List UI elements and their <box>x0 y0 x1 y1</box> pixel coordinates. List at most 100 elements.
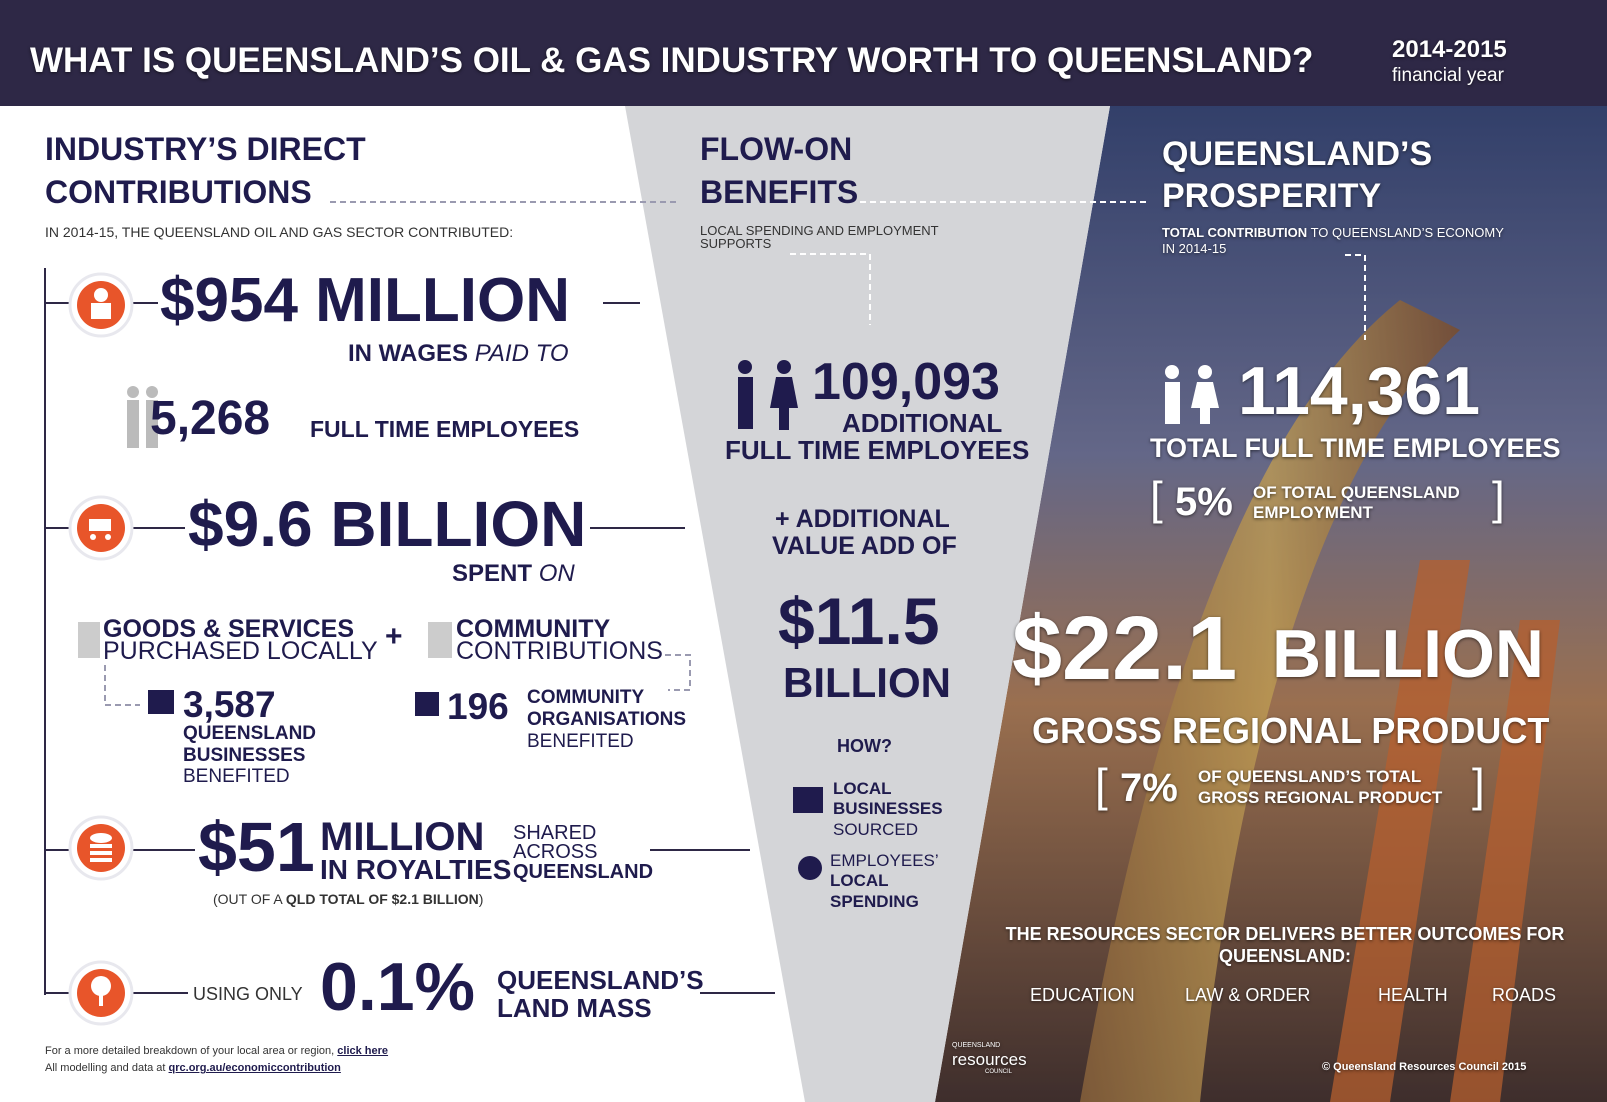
section-heading: INDUSTRY’S DIRECT <box>45 133 366 165</box>
wages-amount: $954 MILLION <box>160 270 570 332</box>
employees-count: 5,268 <box>150 395 270 443</box>
cart-icon <box>70 497 132 559</box>
section-heading: PROSPERITY <box>1162 179 1381 213</box>
orgs-count: 196 <box>447 688 509 725</box>
tree-icon <box>70 962 132 1024</box>
section-intro: IN 2014-15, THE QUEENSLAND OIL AND GAS S… <box>45 225 513 239</box>
section-heading: QUEENSLAND’S <box>1162 137 1432 171</box>
goods-label: PURCHASED LOCALLY <box>103 639 378 664</box>
spending-icon <box>798 856 822 880</box>
connector <box>665 655 690 690</box>
share-label: OF QUEENSLAND’S TOTAL <box>1198 768 1421 785</box>
land-pre: USING ONLY <box>193 985 303 1003</box>
bracket: [ <box>1150 475 1163 521</box>
logo-text: resources <box>952 1051 1027 1068</box>
share-label: EMPLOYMENT <box>1253 504 1373 521</box>
footnote-text: For a more detailed breakdown of your lo… <box>45 1045 334 1057</box>
community-label: CONTRIBUTIONS <box>456 639 663 664</box>
royalties-amount: $51 <box>198 812 315 882</box>
shop-icon <box>148 690 174 714</box>
footnote: All modelling and data at qrc.org.au/eco… <box>45 1063 341 1074</box>
businesses-note: BENEFITED <box>183 767 290 786</box>
share-label: OF TOTAL QUEENSLAND <box>1253 484 1460 501</box>
note-text: ) <box>479 891 484 907</box>
grp-amount: $22.1 <box>1012 604 1237 694</box>
page: WHAT IS QUEENSLAND’S OIL & GAS INDUSTRY … <box>0 0 1607 1102</box>
bracket: [ <box>1095 762 1108 808</box>
outcomes-title: THE RESOURCES SECTOR DELIVERS BETTER OUT… <box>1005 924 1565 967</box>
plus: + <box>385 622 403 652</box>
building-icon <box>415 692 439 716</box>
businesses-count: 3,587 <box>183 686 276 723</box>
source-label: BUSINESSES <box>833 800 943 817</box>
label-bold: IN WAGES <box>348 340 468 367</box>
footnote: For a more detailed breakdown of your lo… <box>45 1046 388 1057</box>
section-heading: CONTRIBUTIONS <box>45 176 312 208</box>
land-value: 0.1% <box>320 953 475 1021</box>
footnote-link[interactable]: qrc.org.au/economiccontribution <box>169 1062 341 1074</box>
community-icon <box>428 622 452 658</box>
title: WHAT IS QUEENSLAND’S OIL & GAS INDUSTRY … <box>30 43 1313 78</box>
source-label: SOURCED <box>833 821 918 838</box>
value-add-label: VALUE ADD OF <box>772 534 957 559</box>
orgs-note: BENEFITED <box>527 732 634 751</box>
employees-label: ADDITIONAL <box>842 410 1002 436</box>
section-intro: TOTAL CONTRIBUTION TO QUEENSLAND’S ECONO… <box>1162 225 1512 256</box>
label-bold: SPENT <box>452 560 532 587</box>
employees-count: 109,093 <box>812 356 1000 408</box>
intro-bold: TOTAL CONTRIBUTION <box>1162 225 1307 240</box>
royalties-note: (OUT OF A QLD TOTAL OF $2.1 BILLION) <box>213 892 483 906</box>
label-italic: ON <box>539 560 575 587</box>
worker-icon <box>70 274 132 336</box>
logo-text: COUNCIL <box>985 1069 1012 1075</box>
royalties-unit: MILLION <box>320 817 484 857</box>
value-add-unit: BILLION <box>783 662 951 704</box>
section-heading: FLOW-ON <box>700 133 852 165</box>
footnote-link[interactable]: click here <box>337 1045 388 1057</box>
logo-text: QUEENSLAND <box>952 1042 1000 1049</box>
employees-label: TOTAL FULL TIME EMPLOYEES <box>1150 435 1561 462</box>
period: 2014-2015 <box>1392 38 1507 62</box>
outcome: ROADS <box>1492 986 1556 1004</box>
bracket: ] <box>1472 762 1485 808</box>
how: HOW? <box>837 737 892 755</box>
employment-share: 5% <box>1175 482 1233 522</box>
note-text: (OUT OF A <box>213 891 282 907</box>
shop-icon <box>793 787 823 813</box>
source-label: SPENDING <box>830 893 919 910</box>
businesses-label: BUSINESSES <box>183 746 305 765</box>
shared-label: SHARED <box>513 823 596 843</box>
shared-label: QUEENSLAND <box>513 862 653 882</box>
employees-label: FULL TIME EMPLOYEES <box>310 418 579 441</box>
section-heading: BENEFITS <box>700 176 858 208</box>
employees-count: 114,361 <box>1238 357 1480 425</box>
coins-icon <box>70 817 132 879</box>
value-add: $11.5 <box>778 588 940 654</box>
land-label: LAND MASS <box>497 995 652 1021</box>
footnote-text: All modelling and data at <box>45 1062 165 1074</box>
orgs-label: ORGANISATIONS <box>527 710 686 729</box>
outcome: LAW & ORDER <box>1185 986 1310 1004</box>
orgs-label: COMMUNITY <box>527 688 644 707</box>
bracket: ] <box>1492 475 1505 521</box>
source-label: LOCAL <box>830 872 889 889</box>
grp-share: 7% <box>1120 768 1178 808</box>
label-italic: PAID TO <box>475 340 569 367</box>
value-add-label: + ADDITIONAL <box>775 507 950 532</box>
share-label: GROSS REGIONAL PRODUCT <box>1198 789 1442 806</box>
connector <box>105 665 140 705</box>
spend-amount: $9.6 BILLION <box>188 492 586 556</box>
note-bold: QLD TOTAL OF $2.1 BILLION <box>286 891 479 907</box>
outcome: HEALTH <box>1378 986 1448 1004</box>
goods-icon <box>78 622 100 658</box>
grp-unit: BILLION <box>1272 620 1544 688</box>
wages-label: IN WAGES PAID TO <box>348 342 568 366</box>
shared-label: ACROSS <box>513 842 597 862</box>
source-label: LOCAL <box>833 780 892 797</box>
land-label: QUEENSLAND’S <box>497 967 704 993</box>
grp-label: GROSS REGIONAL PRODUCT <box>1032 713 1549 749</box>
businesses-label: QUEENSLAND <box>183 724 316 743</box>
section-intro: LOCAL SPENDING AND EMPLOYMENT SUPPORTS <box>700 224 1010 250</box>
employees-label: FULL TIME EMPLOYEES <box>725 437 1029 463</box>
spend-label: SPENT ON <box>452 562 575 586</box>
